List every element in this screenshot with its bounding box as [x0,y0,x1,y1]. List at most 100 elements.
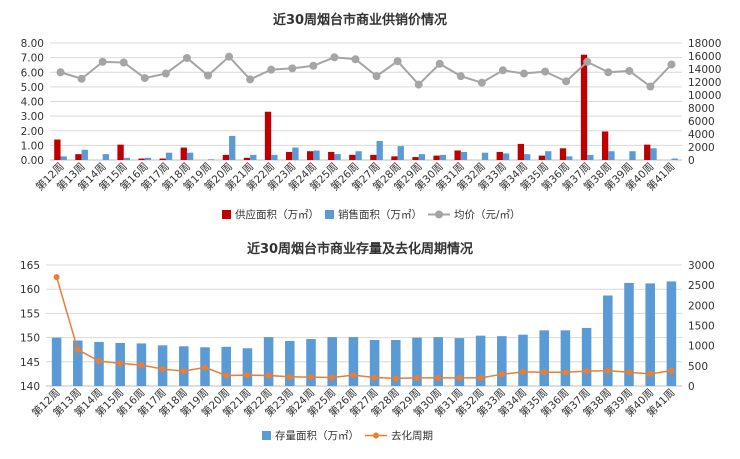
bar-b [629,151,636,160]
bar-a [644,144,651,160]
y2-tick-label: 500 [688,361,708,373]
bar-a [157,345,168,386]
line-marker [477,78,486,87]
line-marker [562,369,569,376]
line-marker [583,57,592,66]
line-marker [604,367,611,374]
y-tick-label: 1.00 [21,140,44,152]
bar-b [186,152,194,160]
line-marker [372,72,381,81]
line-marker [647,370,654,377]
legend-label: 存量面积（万㎡） [275,429,359,442]
line-marker [161,69,170,78]
line-marker [288,64,297,73]
line-marker [668,367,675,374]
y-tick-label: 140 [20,381,40,393]
bar-a [601,131,609,160]
line-marker [265,372,272,379]
line-marker [159,366,166,373]
chart-title: 近30周烟台市商业供销价情况 [273,12,447,28]
bar-a [138,158,145,160]
bar-a [306,339,316,386]
bar-b [123,157,131,160]
bar-b [502,153,510,160]
line-marker [498,66,507,75]
line-marker [74,346,81,353]
bar-a [645,283,655,386]
bar-a [391,156,398,160]
line-marker [392,375,399,382]
bar-a [54,139,61,160]
y2-tick-label: 12000 [688,77,721,89]
series-line [60,55,673,88]
legend-swatch [373,432,379,439]
bar-a [370,154,377,160]
line-marker [225,52,234,61]
bar-b [524,154,531,160]
bar-a [369,340,380,386]
bar-b [439,154,447,160]
bar-a [242,348,253,386]
bar-a [222,154,230,160]
bar-a [73,340,83,386]
y2-tick-label: 14000 [688,64,721,76]
bar-b [376,140,383,160]
line-marker [138,362,145,369]
bar-b [418,154,425,160]
line-marker [456,374,463,381]
bar-a [264,111,272,160]
legend-label: 供应面积（万㎡） [235,208,319,221]
y-tick-label: 155 [20,308,40,320]
line-marker [435,59,444,68]
bar-a [117,144,124,160]
bar-a [559,148,567,160]
line-marker [520,368,526,375]
line-marker [309,61,318,70]
bar-b [545,151,552,160]
line-marker [56,68,65,77]
bar-a [221,346,231,386]
line-marker [414,374,420,381]
bar-a [328,151,335,160]
bar-a [348,337,359,386]
bar-b [250,154,257,160]
bar-a [412,337,422,386]
bar-a [497,336,507,386]
line-marker [180,368,187,375]
line-marker [667,60,676,69]
y2-tick-label: 2000 [688,300,715,312]
bar-a [454,338,465,386]
supply-sales-price-chart: 近30周烟台市商业供销价情况 0.00 1.00 2.00 3.00 4.00 5.00 6… [21,12,722,221]
bar-a [349,154,356,160]
bar-a [263,337,274,386]
bar-b [313,150,320,160]
bar-b [292,147,299,160]
y2-tick-label: 0 [688,155,695,167]
bar-a [285,151,293,160]
y-tick-label: 4.00 [21,97,44,109]
y2-tick-label: 3000 [688,260,715,272]
legend-swatch [435,210,443,219]
bar-b [608,151,615,160]
legend-swatch [222,210,231,219]
y2-tick-label: 0 [688,381,695,393]
bar-b [355,151,362,160]
bar-a [243,157,251,160]
bar-b [671,158,678,160]
y-tick-label: 165 [20,260,40,272]
inventory-cycle-chart: 近30周烟台市商业存量及去化周期情况 140 145 150 155 160 165 0 5… [20,241,715,442]
line-marker [414,80,423,89]
bar-b [229,135,236,160]
bar-a [433,155,440,160]
line-marker [267,65,276,74]
bar-a [538,155,546,160]
bar-a [666,281,677,386]
bar-b [208,159,215,160]
line-marker [626,369,632,376]
line-marker [498,371,505,378]
line-marker [308,374,314,381]
line-marker [541,67,550,76]
line-marker [119,58,128,67]
bar-b [271,154,278,160]
line-marker [53,274,60,281]
